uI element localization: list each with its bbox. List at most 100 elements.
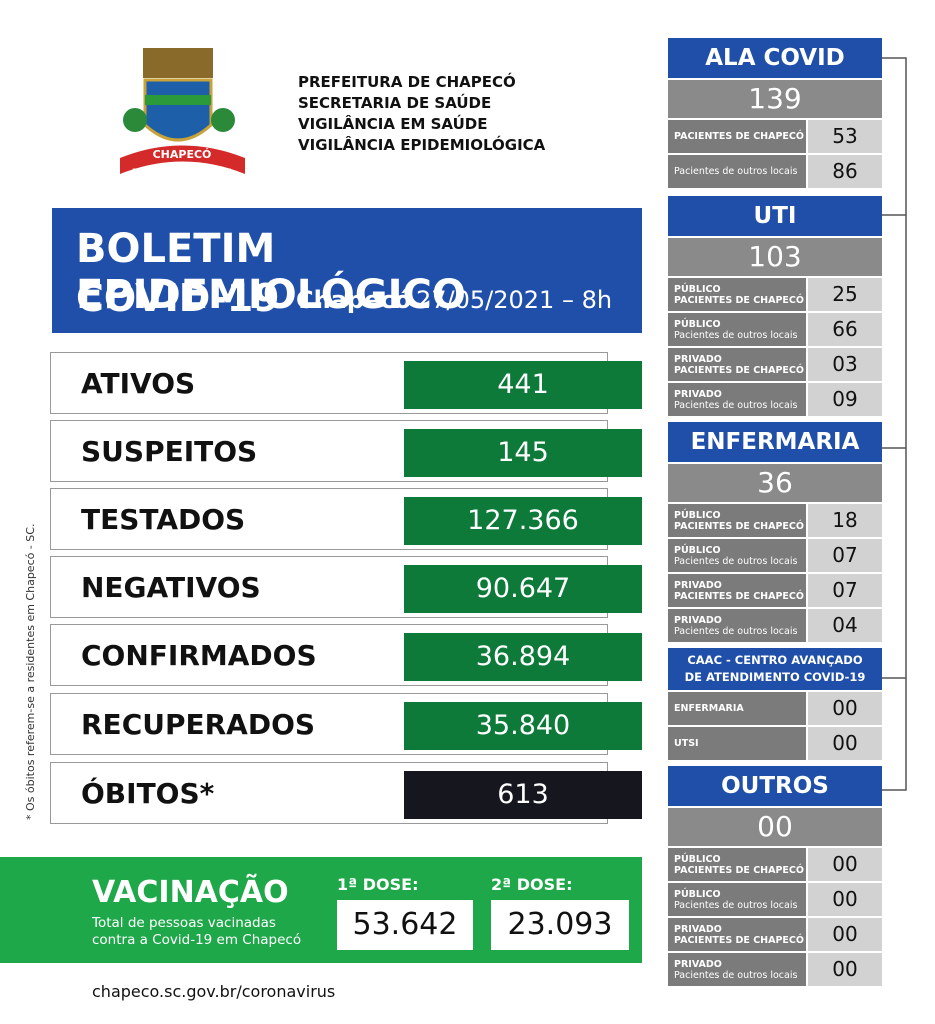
panel: ENFERMARIA 36 PÚBLICO PACIENTES DE CHAPECÓ 1… [668, 422, 882, 642]
label-line: Pacientes de outros locais [674, 969, 798, 981]
panel-title: ENFERMARIA [668, 422, 882, 462]
connector-line [882, 57, 907, 791]
banner-city: Chapecó [296, 286, 412, 314]
panel-row: PÚBLICO Pacientes de outros locais 07 [668, 539, 882, 572]
panel-row: PÚBLICO Pacientes de outros locais 00 [668, 883, 882, 916]
label-line: PRIVADO [674, 958, 722, 970]
label-line: PÚBLICO [674, 283, 721, 295]
panel: UTI 103 PÚBLICO PACIENTES DE CHAPECÓ 25 PÚBLI… [668, 196, 882, 416]
vaccination-description: Total de pessoas vacinadas contra a Covi… [92, 915, 301, 949]
leaf [211, 108, 235, 132]
stat-value: 36.894 [404, 633, 642, 681]
label-line: PÚBLICO [674, 888, 721, 900]
title-line: DE ATENDIMENTO COVID-19 [684, 670, 866, 684]
row-value: 00 [808, 883, 882, 916]
panel-row: UTSI 00 [668, 727, 882, 760]
panel-title: CAAC - CENTRO AVANÇADO DE ATENDIMENTO COV… [668, 648, 882, 690]
header-line: VIGILÂNCIA EM SAÚDE [298, 115, 488, 133]
label-line: PÚBLICO [674, 544, 721, 556]
panel-row: ENFERMARIA 00 [668, 692, 882, 725]
title-line: ALA COVID [705, 45, 845, 71]
panel-row: PRIVADO Pacientes de outros locais 00 [668, 953, 882, 986]
emblem-year: 1917 [209, 168, 232, 178]
label-line: PRIVADO [674, 923, 722, 935]
row-label: PÚBLICO PACIENTES DE CHAPECÓ [668, 848, 806, 881]
banner-subtitle: COVID-19 [76, 276, 280, 320]
panel: CAAC - CENTRO AVANÇADO DE ATENDIMENTO COV… [668, 648, 882, 760]
panel-row: PRIVADO PACIENTES DE CHAPECÓ 00 [668, 918, 882, 951]
row-value: 53 [808, 120, 882, 153]
panel-row: PACIENTES DE CHAPECÓ 53 [668, 120, 882, 153]
row-label: PÚBLICO Pacientes de outros locais [668, 313, 806, 346]
dose-value: 23.093 [491, 900, 629, 950]
connector [882, 57, 907, 791]
row-value: 25 [808, 278, 882, 311]
row-value: 86 [808, 155, 882, 188]
label-line: PRIVADO [674, 353, 722, 365]
label-line: PACIENTES DE CHAPECÓ [674, 864, 804, 876]
stat-value: 613 [404, 771, 642, 819]
row-value: 07 [808, 539, 882, 572]
panel-row: PÚBLICO PACIENTES DE CHAPECÓ 00 [668, 848, 882, 881]
label-line: PÚBLICO [674, 853, 721, 865]
panel-total: 103 [668, 238, 882, 276]
title-line: ENFERMARIA [690, 429, 860, 455]
stat-label: ÓBITOS* [81, 777, 215, 810]
banner-date: 27/05/2021 – 8h [416, 286, 613, 314]
label-line: Pacientes de outros locais [674, 625, 798, 637]
stat-label: ATIVOS [81, 367, 196, 400]
emblem: CHAPECÓ 25-08 1917 [120, 48, 245, 178]
label-line: PACIENTES DE CHAPECÓ [674, 934, 804, 946]
label-line: PACIENTES DE CHAPECÓ [674, 364, 804, 376]
description-line: contra a Covid-19 em Chapecó [92, 932, 302, 948]
stat-value: 90.647 [404, 565, 642, 613]
row-label: PÚBLICO PACIENTES DE CHAPECÓ [668, 504, 806, 537]
title-line: UTI [753, 203, 797, 229]
stat-value: 145 [404, 429, 642, 477]
panel-row: PRIVADO Pacientes de outros locais 04 [668, 609, 882, 642]
header: PREFEITURA DE CHAPECÓ SECRETARIA DE SAÚD… [298, 72, 545, 156]
panel: OUTROS SETORES00PÚBLICOPACIENTES DE CHAP… [668, 766, 882, 986]
row-value: 03 [808, 348, 882, 381]
panel-row: PÚBLICO PACIENTES DE CHAPECÓ 25 [668, 278, 882, 311]
panel-row: Pacientes de outros locais 86 [668, 155, 882, 188]
stat-label: CONFIRMADOS [81, 639, 317, 672]
label-line: PACIENTES DE CHAPECÓ [674, 294, 804, 306]
banner-title: BOLETIM EPIDEMIOLÓGICO [76, 226, 466, 318]
label-line: Pacientes de outros locais [674, 899, 798, 911]
label-line: PRIVADO [674, 614, 722, 626]
stat-value: 35.840 [404, 702, 642, 750]
row-value: 00 [808, 953, 882, 986]
emblem-name: CHAPECÓ [153, 148, 212, 161]
panel-row: PRIVADO PACIENTES DE CHAPECÓ 07 [668, 574, 882, 607]
panel-title: UTI [668, 196, 882, 236]
row-label: UTSI [668, 727, 806, 760]
row-value: 00 [808, 918, 882, 951]
stat-value: 127.366 [404, 497, 642, 545]
row-value: 66 [808, 313, 882, 346]
panel: ALA COVID 139 PACIENTES DE CHAPECÓ 53 Pacien… [668, 38, 882, 188]
banner: BOLETIM EPIDEMIOLÓGICO COVID-19 Chapecó … [52, 208, 642, 333]
vaccination-title: VACINAÇÃO [92, 875, 289, 910]
dose-value: 53.642 [337, 900, 473, 950]
panel-total: 36 [668, 464, 882, 502]
row-value: 04 [808, 609, 882, 642]
row-label: PÚBLICO Pacientes de outros locais [668, 539, 806, 572]
row-value: 18 [808, 504, 882, 537]
stat-value: 441 [404, 361, 642, 409]
label-line: PRIVADO [674, 388, 722, 400]
row-value: 07 [808, 574, 882, 607]
label-line: Pacientes de outros locais [674, 166, 798, 177]
shield [143, 78, 213, 142]
panels: ALA COVID 139 PACIENTES DE CHAPECÓ 53 Pacien… [668, 38, 882, 992]
vaccination: VACINAÇÃO Total de pessoas vacinadas con… [0, 857, 642, 963]
dose-label: 1ª DOSE: [337, 875, 419, 894]
footer-url: chapeco.sc.gov.br/coronavirus [92, 982, 336, 1001]
row-label: PRIVADO Pacientes de outros locais [668, 383, 806, 416]
label-line: PRIVADO [674, 579, 722, 591]
title-line: CAAC - CENTRO AVANÇADO [687, 653, 863, 667]
row-label: PÚBLICO PACIENTES DE CHAPECÓ [668, 278, 806, 311]
panel-title: ALA COVID [668, 38, 882, 78]
header-line: PREFEITURA DE CHAPECÓ [298, 73, 516, 91]
